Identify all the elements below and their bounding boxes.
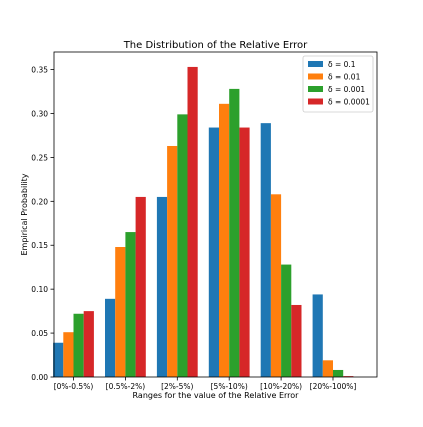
legend-swatch [308,73,323,80]
bar [333,369,344,377]
bar [208,127,219,377]
x-tick-label: [10%-20%) [260,382,302,391]
plot-frame [53,51,378,378]
bar [239,127,250,377]
legend-swatch [308,86,323,92]
x-tick-label: [2%-5%) [161,382,193,391]
bar [105,298,116,377]
legend-frame [302,55,374,113]
bars [53,66,354,377]
bar [312,294,323,377]
x-axis: [0%-0.5%) [0.5%-2%) [2%-5%) [5%-10%) [10%-20… [54,377,357,391]
bar [156,196,168,377]
y-tick-label: 0.30 [31,109,48,118]
bar [229,88,240,377]
x-tick-label: [0.5%-2%) [106,382,146,391]
y-axis-label: Empirical Probability [20,173,29,255]
bar [115,247,126,377]
x-tick-label: [5%-10%) [211,382,248,391]
bar [177,114,188,377]
bar [135,196,146,377]
bar [63,332,74,377]
y-tick-label: 0.05 [31,329,48,338]
bar [260,123,271,377]
bar [73,313,84,377]
legend-label: δ = 0.0001 [328,98,370,107]
y-tick-label: 0.15 [31,241,48,250]
y-tick-label: 0.20 [31,197,48,206]
legend: δ = 0.1 δ = 0.01 δ = 0.001 δ = 0.0001 [302,55,374,113]
bar [53,342,64,377]
legend-label: δ = 0.001 [328,85,365,94]
y-axis: 0.00 0.05 0.10 0.15 0.20 0.25 0.30 0.35 [31,66,54,382]
y-tick-label: 0.35 [31,66,48,75]
bar [187,66,198,377]
y-tick-label: 0.25 [31,153,48,162]
x-axis-label: Ranges for the value of the Relative Err… [133,391,300,400]
bar [83,311,94,377]
bar [322,360,333,377]
y-tick-label: 0.00 [31,373,48,382]
legend-swatch [308,61,323,67]
bar [343,376,354,377]
legend-swatch [308,98,323,105]
bar [125,232,136,377]
bar [167,145,178,377]
bar [270,194,282,377]
legend-label: δ = 0.01 [328,73,361,82]
y-tick-label: 0.10 [31,285,48,294]
bar [219,103,230,377]
chart-title: The Distribution of the Relative Error [123,40,308,51]
legend-label: δ = 0.1 [328,60,356,69]
x-tick-label: [20%-100%] [310,382,357,391]
bar [291,304,302,377]
x-tick-label: [0%-0.5%) [54,382,94,391]
bar [281,264,292,377]
